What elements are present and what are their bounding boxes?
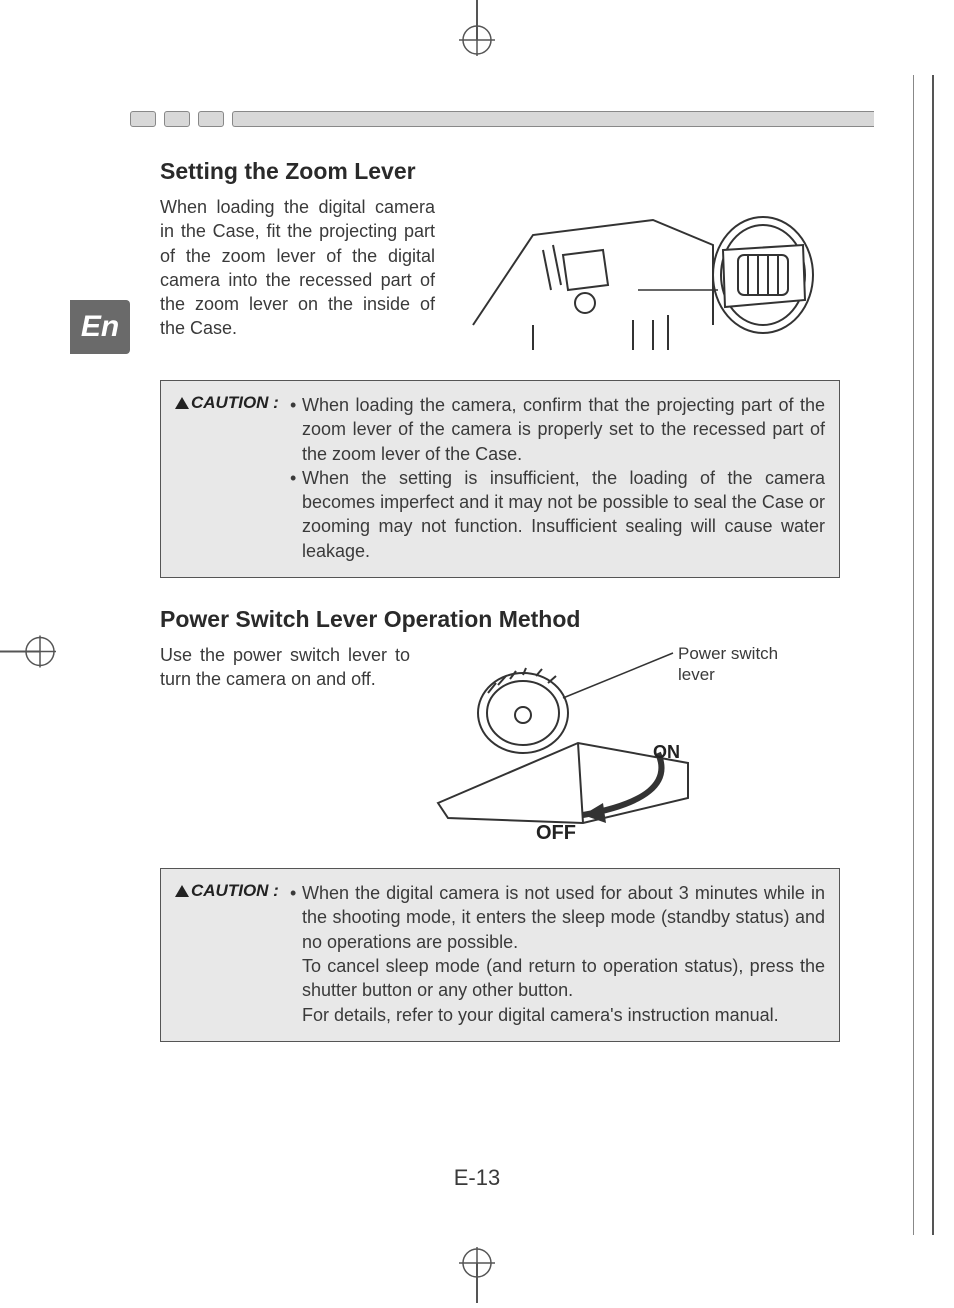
crop-edge-right (932, 75, 934, 1235)
caution-box-2: CAUTION : •When the digital camera is no… (160, 868, 840, 1042)
section2-para: Use the power switch lever to turn the c… (160, 643, 410, 848)
caution2-label: CAUTION : (175, 881, 280, 1027)
on-label-svg: ON (653, 742, 680, 762)
language-tab: En (70, 300, 130, 354)
section1-para: When loading the digital camera in the C… (160, 195, 435, 360)
header-square-1 (130, 111, 156, 127)
crop-mark-bottom (447, 1243, 507, 1308)
crop-mark-left (0, 622, 60, 687)
caution1-label-text: CAUTION : (191, 393, 279, 412)
caution1-bullet-1: When the setting is insufficient, the lo… (302, 466, 825, 563)
caution1-bullet-0: When loading the camera, confirm that th… (302, 393, 825, 466)
page-content: Setting the Zoom Lever When loading the … (160, 158, 840, 1070)
header-square-3 (198, 111, 224, 127)
caution2-label-text: CAUTION : (191, 881, 279, 900)
power-switch-label: Power switch lever (678, 643, 798, 686)
header-bar (130, 110, 874, 128)
crop-line-right (913, 75, 914, 1235)
header-bar-long (232, 111, 874, 127)
section1-title: Setting the Zoom Lever (160, 158, 840, 185)
caution1-body: •When loading the camera, confirm that t… (290, 393, 825, 563)
caution1-label: CAUTION : (175, 393, 280, 563)
caution2-bullet-0: When the digital camera is not used for … (302, 881, 825, 1027)
off-label-svg: OFF (536, 822, 576, 843)
header-square-2 (164, 111, 190, 127)
page-number: E-13 (0, 1165, 954, 1191)
crop-mark-top (447, 0, 507, 65)
zoom-lever-illustration (453, 195, 823, 360)
power-switch-illustration: ON OFF Power switch lever (428, 643, 738, 848)
caution-box-1: CAUTION : •When loading the camera, conf… (160, 380, 840, 578)
section2-title: Power Switch Lever Operation Method (160, 606, 840, 633)
caution2-body: •When the digital camera is not used for… (290, 881, 825, 1027)
